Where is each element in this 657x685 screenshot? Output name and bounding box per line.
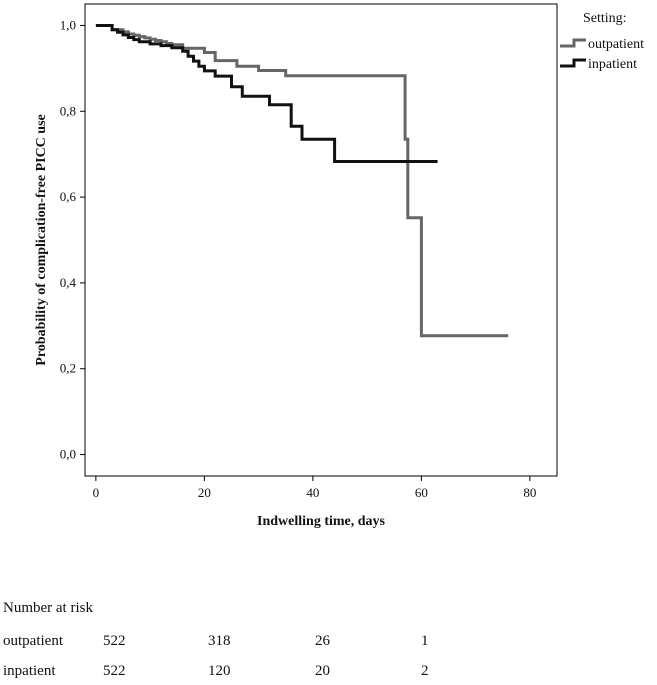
x-axis-ticks: 0 20 40 60 80: [93, 476, 536, 500]
x-tick-label: 80: [523, 485, 536, 500]
y-tick-label: 0,0: [60, 447, 76, 462]
legend-title: Setting:: [583, 11, 627, 26]
y-axis-ticks: 0,0 0,2 0,4 0,6 0,8 1,0: [60, 17, 85, 462]
y-tick-label: 0,4: [60, 275, 77, 290]
risk-row-outpatient: outpatient 522 318 26 1: [3, 633, 653, 655]
risk-cell: 120: [208, 663, 231, 679]
risk-cell: 318: [208, 633, 231, 649]
risk-cell: 2: [421, 663, 429, 679]
y-tick-label: 0,6: [60, 189, 77, 204]
risk-cell: 20: [315, 663, 330, 679]
y-axis-title: Probability of complication-free PICC us…: [34, 114, 49, 365]
survival-curves: [95, 24, 509, 338]
legend-label-outpatient: outpatient: [588, 37, 644, 52]
risk-cell: 522: [103, 663, 126, 679]
risk-row-label: inpatient: [3, 663, 56, 679]
series-line-outpatient: [95, 24, 509, 338]
risk-cell: 1: [421, 633, 429, 649]
legend-swatch-outpatient: [560, 38, 586, 48]
legend-swatch-inpatient: [560, 58, 586, 68]
risk-cell: 26: [315, 633, 330, 649]
km-chart: 0 20 40 60 80 0,0 0,2 0,4 0,6 0,8 1,0 Indwelling …: [34, 3, 644, 529]
plot-frame: [84, 3, 558, 477]
legend: outpatient inpatient: [560, 37, 644, 72]
y-tick-label: 1,0: [60, 17, 76, 32]
risk-cell: 522: [103, 633, 126, 649]
x-tick-label: 40: [306, 485, 319, 500]
risk-row-inpatient: inpatient 522 120 20 2: [3, 663, 653, 685]
x-tick-label: 60: [415, 485, 428, 500]
y-tick-label: 0,8: [60, 103, 76, 118]
legend-label-inpatient: inpatient: [588, 57, 637, 72]
risk-table-title: Number at risk: [3, 600, 93, 616]
x-tick-label: 0: [93, 485, 100, 500]
x-axis-title: Indwelling time, days: [257, 514, 386, 529]
y-tick-label: 0,2: [60, 361, 76, 376]
risk-row-label: outpatient: [3, 633, 63, 649]
x-tick-label: 20: [198, 485, 211, 500]
series-line-inpatient: [95, 24, 438, 163]
